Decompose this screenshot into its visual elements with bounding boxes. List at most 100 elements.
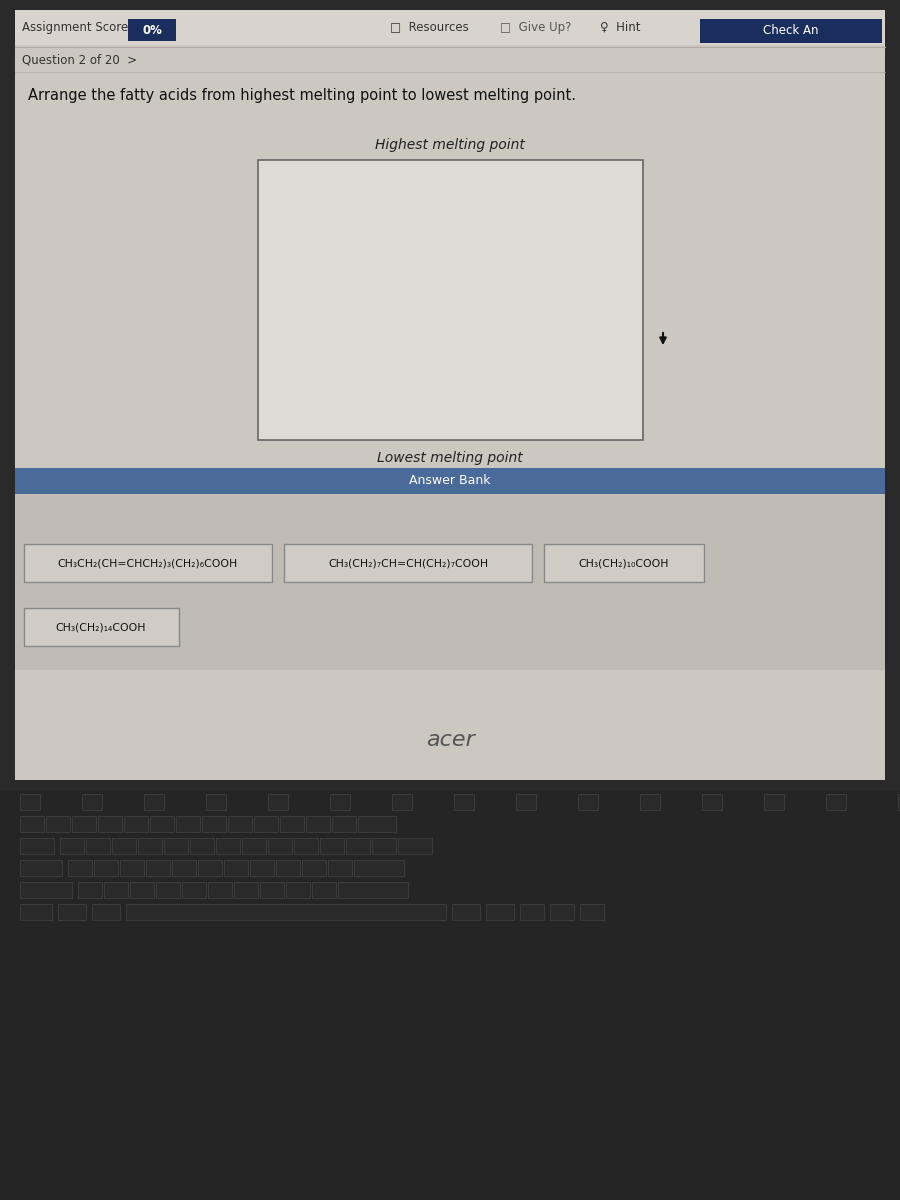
Bar bbox=[94, 860, 118, 876]
Bar bbox=[250, 860, 274, 876]
Bar bbox=[268, 794, 288, 810]
Text: 0%: 0% bbox=[142, 24, 162, 36]
Bar bbox=[20, 860, 62, 876]
Text: CH₃(CH₂)₇CH=CH(CH₂)₇COOH: CH₃(CH₂)₇CH=CH(CH₂)₇COOH bbox=[328, 558, 488, 568]
Bar bbox=[15, 10, 885, 44]
Bar bbox=[216, 838, 240, 854]
Bar bbox=[120, 860, 144, 876]
Bar bbox=[24, 608, 179, 646]
Bar bbox=[330, 794, 350, 810]
Bar bbox=[320, 838, 344, 854]
Bar bbox=[260, 882, 284, 898]
Bar bbox=[126, 904, 446, 920]
Bar bbox=[764, 794, 784, 810]
Bar bbox=[98, 816, 122, 832]
Bar bbox=[20, 882, 72, 898]
Bar bbox=[372, 838, 396, 854]
Bar bbox=[82, 794, 102, 810]
Bar bbox=[128, 19, 176, 41]
Bar bbox=[206, 794, 226, 810]
Text: Lowest melting point: Lowest melting point bbox=[377, 451, 523, 464]
Bar bbox=[332, 816, 356, 832]
Text: Question 2 of 20  >: Question 2 of 20 > bbox=[22, 54, 137, 66]
Bar bbox=[268, 838, 292, 854]
Bar bbox=[58, 904, 86, 920]
Bar bbox=[578, 794, 598, 810]
Text: Check An: Check An bbox=[763, 24, 819, 36]
Bar bbox=[150, 816, 174, 832]
Bar bbox=[104, 882, 128, 898]
Bar bbox=[228, 816, 252, 832]
Bar bbox=[138, 838, 162, 854]
Bar bbox=[20, 816, 44, 832]
Bar bbox=[198, 860, 222, 876]
Bar bbox=[276, 860, 300, 876]
Text: □  Give Up?: □ Give Up? bbox=[500, 20, 572, 34]
Bar bbox=[86, 838, 110, 854]
Bar bbox=[112, 838, 136, 854]
Bar bbox=[328, 860, 352, 876]
Bar bbox=[580, 904, 604, 920]
Text: acer: acer bbox=[426, 730, 474, 750]
Text: Highest melting point: Highest melting point bbox=[375, 138, 525, 152]
Bar bbox=[294, 838, 318, 854]
Bar bbox=[454, 794, 474, 810]
Bar bbox=[146, 860, 170, 876]
Bar bbox=[398, 838, 432, 854]
Bar bbox=[144, 794, 164, 810]
Bar bbox=[0, 0, 900, 790]
Bar bbox=[306, 816, 330, 832]
Bar bbox=[346, 838, 370, 854]
Text: Answer Bank: Answer Bank bbox=[410, 474, 490, 487]
Bar bbox=[312, 882, 336, 898]
Bar bbox=[78, 882, 102, 898]
Text: Arrange the fatty acids from highest melting point to lowest melting point.: Arrange the fatty acids from highest mel… bbox=[28, 88, 576, 103]
Bar bbox=[338, 882, 408, 898]
Bar bbox=[172, 860, 196, 876]
Bar bbox=[130, 882, 154, 898]
Bar bbox=[176, 816, 200, 832]
Bar bbox=[72, 816, 96, 832]
Bar bbox=[354, 860, 404, 876]
Text: CH₃(CH₂)₁₄COOH: CH₃(CH₂)₁₄COOH bbox=[56, 622, 146, 632]
Bar bbox=[254, 816, 278, 832]
Text: ♀  Hint: ♀ Hint bbox=[600, 20, 641, 34]
Bar bbox=[224, 860, 248, 876]
Bar bbox=[826, 794, 846, 810]
Bar bbox=[46, 816, 70, 832]
Bar bbox=[516, 794, 536, 810]
Bar bbox=[520, 904, 544, 920]
Bar bbox=[164, 838, 188, 854]
Bar bbox=[258, 160, 643, 440]
Bar bbox=[544, 544, 704, 582]
Bar bbox=[302, 860, 326, 876]
Bar bbox=[640, 794, 660, 810]
Bar bbox=[190, 838, 214, 854]
Text: □  Resources: □ Resources bbox=[390, 20, 469, 34]
Bar bbox=[392, 794, 412, 810]
Bar bbox=[0, 770, 900, 1200]
Bar bbox=[20, 838, 54, 854]
Bar bbox=[68, 860, 92, 876]
Bar bbox=[156, 882, 180, 898]
Text: CH₃CH₂(CH=CHCH₂)₃(CH₂)₆COOH: CH₃CH₂(CH=CHCH₂)₃(CH₂)₆COOH bbox=[58, 558, 238, 568]
Bar bbox=[234, 882, 258, 898]
Bar bbox=[92, 904, 120, 920]
Bar bbox=[15, 10, 885, 780]
Bar bbox=[20, 904, 52, 920]
Bar bbox=[486, 904, 514, 920]
Bar bbox=[182, 882, 206, 898]
Bar bbox=[280, 816, 304, 832]
Text: Assignment Score:: Assignment Score: bbox=[22, 20, 132, 34]
Bar bbox=[20, 794, 40, 810]
Bar bbox=[898, 794, 900, 810]
Bar bbox=[24, 544, 272, 582]
Bar bbox=[15, 494, 885, 670]
Bar bbox=[452, 904, 480, 920]
Bar bbox=[202, 816, 226, 832]
Bar bbox=[60, 838, 84, 854]
Bar bbox=[702, 794, 722, 810]
Bar bbox=[124, 816, 148, 832]
Bar bbox=[700, 19, 882, 43]
Bar bbox=[242, 838, 266, 854]
